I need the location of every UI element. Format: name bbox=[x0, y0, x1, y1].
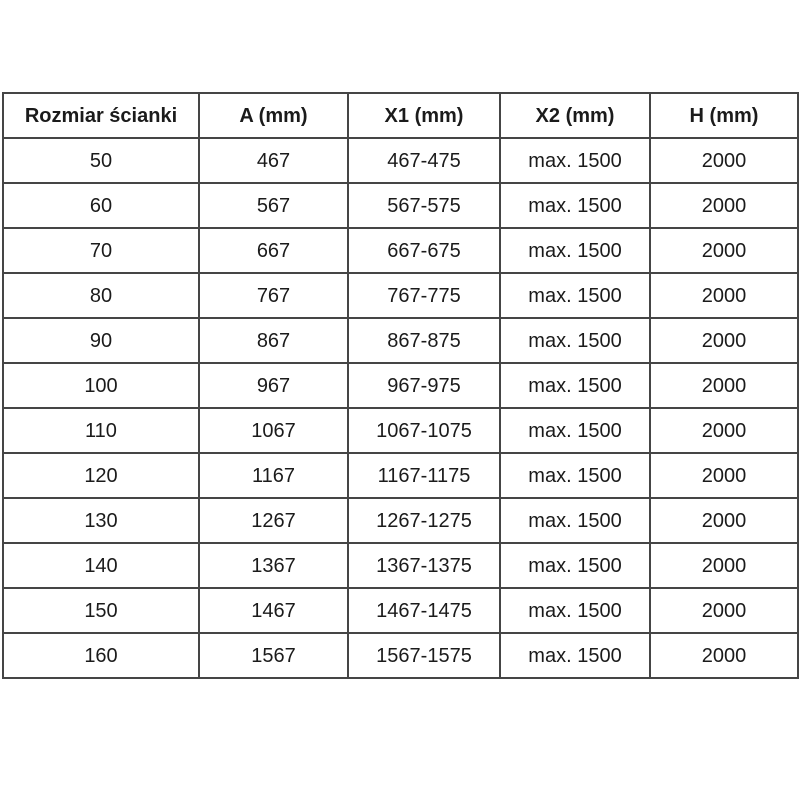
table-row: 50 467 467-475 max. 1500 2000 bbox=[2, 137, 799, 184]
table-cell: 767 bbox=[198, 272, 349, 319]
column-header-1: A (mm) bbox=[198, 92, 349, 139]
table-cell: 2000 bbox=[649, 452, 799, 499]
table-cell: 467 bbox=[198, 137, 349, 184]
table-row: 120 1167 1167-1175 max. 1500 2000 bbox=[2, 452, 799, 499]
table-cell: 667 bbox=[198, 227, 349, 274]
table-cell: 2000 bbox=[649, 317, 799, 364]
table-row: 90 867 867-875 max. 1500 2000 bbox=[2, 317, 799, 364]
table-cell: max. 1500 bbox=[499, 452, 651, 499]
table-row: 150 1467 1467-1475 max. 1500 2000 bbox=[2, 587, 799, 634]
table-cell: 120 bbox=[2, 452, 200, 499]
table-cell: 150 bbox=[2, 587, 200, 634]
table-cell: 567 bbox=[198, 182, 349, 229]
table-cell: 967 bbox=[198, 362, 349, 409]
table-cell: 467-475 bbox=[347, 137, 501, 184]
table-cell: 2000 bbox=[649, 137, 799, 184]
table-cell: 80 bbox=[2, 272, 200, 319]
table-cell: 70 bbox=[2, 227, 200, 274]
table-cell: 1267-1275 bbox=[347, 497, 501, 544]
table-cell: 160 bbox=[2, 632, 200, 679]
table-cell: 2000 bbox=[649, 272, 799, 319]
table-cell: 567-575 bbox=[347, 182, 501, 229]
table-cell: 1067 bbox=[198, 407, 349, 454]
table-row: 60 567 567-575 max. 1500 2000 bbox=[2, 182, 799, 229]
table-cell: max. 1500 bbox=[499, 317, 651, 364]
size-table-head: Rozmiar ścianki A (mm) X1 (mm) X2 (mm) H (mm… bbox=[2, 92, 799, 139]
table-row: 70 667 667-675 max. 1500 2000 bbox=[2, 227, 799, 274]
table-cell: 2000 bbox=[649, 587, 799, 634]
table-row: 110 1067 1067-1075 max. 1500 2000 bbox=[2, 407, 799, 454]
table-row: 80 767 767-775 max. 1500 2000 bbox=[2, 272, 799, 319]
table-cell: 1267 bbox=[198, 497, 349, 544]
table-cell: max. 1500 bbox=[499, 587, 651, 634]
table-cell: 867-875 bbox=[347, 317, 501, 364]
size-table-body: 50 467 467-475 max. 1500 2000 60 567 567-575 max… bbox=[2, 137, 799, 679]
table-cell: 60 bbox=[2, 182, 200, 229]
table-cell: 140 bbox=[2, 542, 200, 589]
table-cell: max. 1500 bbox=[499, 182, 651, 229]
table-cell: 2000 bbox=[649, 497, 799, 544]
table-cell: 1167 bbox=[198, 452, 349, 499]
table-cell: max. 1500 bbox=[499, 362, 651, 409]
table-cell: 130 bbox=[2, 497, 200, 544]
table-cell: 90 bbox=[2, 317, 200, 364]
table-cell: 50 bbox=[2, 137, 200, 184]
table-cell: 1167-1175 bbox=[347, 452, 501, 499]
table-cell: 1367-1375 bbox=[347, 542, 501, 589]
table-cell: max. 1500 bbox=[499, 227, 651, 274]
table-row: 160 1567 1567-1575 max. 1500 2000 bbox=[2, 632, 799, 679]
table-cell: 110 bbox=[2, 407, 200, 454]
table-cell: max. 1500 bbox=[499, 632, 651, 679]
table-cell: max. 1500 bbox=[499, 137, 651, 184]
table-cell: 2000 bbox=[649, 182, 799, 229]
column-header-3: X2 (mm) bbox=[499, 92, 651, 139]
table-cell: 2000 bbox=[649, 632, 799, 679]
table-cell: 2000 bbox=[649, 227, 799, 274]
table-cell: 2000 bbox=[649, 542, 799, 589]
table-row: 140 1367 1367-1375 max. 1500 2000 bbox=[2, 542, 799, 589]
table-cell: max. 1500 bbox=[499, 407, 651, 454]
column-header-4: H (mm) bbox=[649, 92, 799, 139]
size-table: Rozmiar ścianki A (mm) X1 (mm) X2 (mm) H (mm… bbox=[2, 92, 799, 679]
table-cell: 1467-1475 bbox=[347, 587, 501, 634]
table-cell: 967-975 bbox=[347, 362, 501, 409]
table-cell: 867 bbox=[198, 317, 349, 364]
table-cell: 767-775 bbox=[347, 272, 501, 319]
table-cell: 1367 bbox=[198, 542, 349, 589]
table-cell: 100 bbox=[2, 362, 200, 409]
table-cell: max. 1500 bbox=[499, 497, 651, 544]
table-row: 130 1267 1267-1275 max. 1500 2000 bbox=[2, 497, 799, 544]
table-cell: 2000 bbox=[649, 407, 799, 454]
table-row: 100 967 967-975 max. 1500 2000 bbox=[2, 362, 799, 409]
column-header-2: X1 (mm) bbox=[347, 92, 501, 139]
table-cell: max. 1500 bbox=[499, 272, 651, 319]
table-cell: 667-675 bbox=[347, 227, 501, 274]
table-cell: 1567 bbox=[198, 632, 349, 679]
table-cell: 1467 bbox=[198, 587, 349, 634]
table-cell: 1067-1075 bbox=[347, 407, 501, 454]
header-row: Rozmiar ścianki A (mm) X1 (mm) X2 (mm) H (mm… bbox=[2, 92, 799, 139]
table-cell: 1567-1575 bbox=[347, 632, 501, 679]
column-header-0: Rozmiar ścianki bbox=[2, 92, 200, 139]
table-cell: 2000 bbox=[649, 362, 799, 409]
table-cell: max. 1500 bbox=[499, 542, 651, 589]
